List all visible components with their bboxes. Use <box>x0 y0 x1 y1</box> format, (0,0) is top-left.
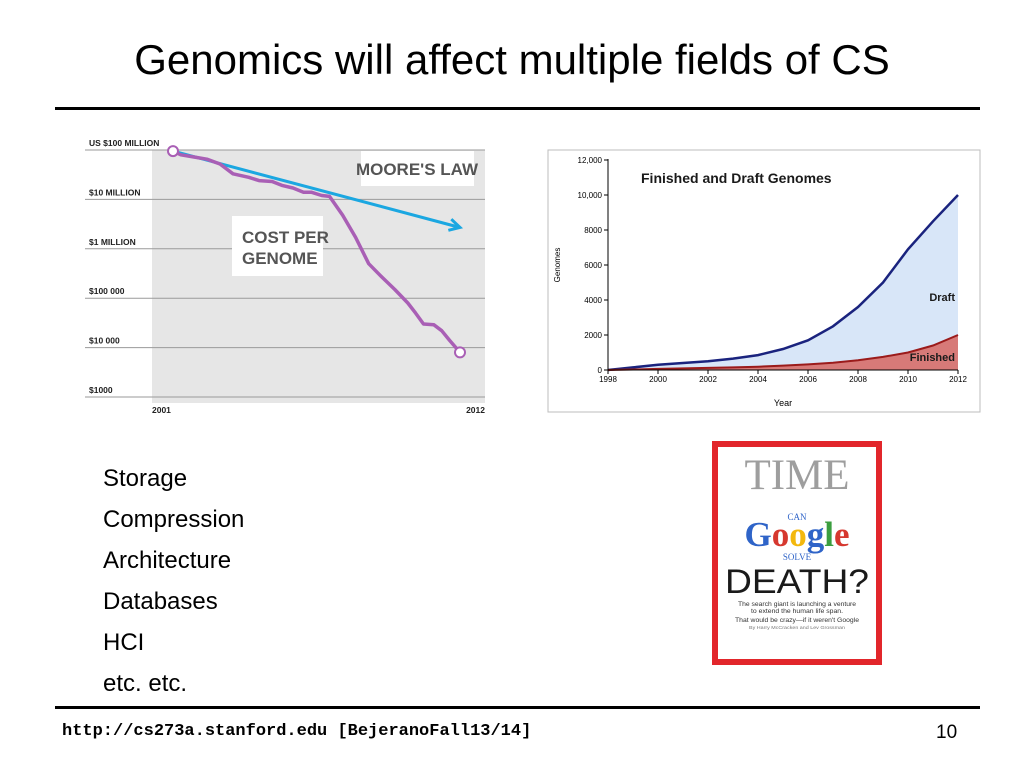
chart2-y-tick-label: 0 <box>598 366 603 375</box>
chart1-x-tick-label: 2012 <box>466 405 485 415</box>
chart1-y-tick-label: $1000 <box>89 385 113 395</box>
page-number: 10 <box>936 722 958 743</box>
cost-start-marker <box>167 145 179 158</box>
title-rule <box>55 107 980 110</box>
chart2-y-tick-label: 12,000 <box>578 156 603 165</box>
cover-blurb: That would be crazy—if it weren't Google <box>735 618 860 624</box>
chart2-y-tick-label: 4000 <box>584 296 602 305</box>
cost-per-genome-callout: COST PER GENOME <box>232 216 329 276</box>
cover-line-can: CAN <box>787 512 807 522</box>
chart2-frame <box>547 149 981 413</box>
bullet-item: etc. etc. <box>103 670 188 697</box>
chart1-y-tick-label: US $100 MILLION <box>89 138 159 148</box>
cover-headline: DEATH? <box>725 563 869 601</box>
cover-line-solve: SOLVE <box>783 552 812 562</box>
cost-end-marker <box>454 346 466 359</box>
chart2-xlabel: Year <box>774 398 792 408</box>
chart2-x-tick-label: 2004 <box>749 375 767 384</box>
chart2-ylabel: Genomes <box>553 248 562 283</box>
cost-per-genome-line <box>172 149 462 354</box>
google-letter: G <box>744 515 771 554</box>
chart2-x-tick-label: 2002 <box>699 375 717 384</box>
draft-line <box>607 194 959 372</box>
cost-per-genome-chart: US $100 MILLION $10 MILLION $1 MILLION $100… <box>85 138 485 415</box>
moores-law-callout: MOORE'S LAW <box>356 151 479 186</box>
draft-label: Draft <box>929 292 955 304</box>
chart2-x-tick-label: 2006 <box>799 375 817 384</box>
chart2-x-tick-label: 2008 <box>849 375 867 384</box>
google-wordmark: Google <box>744 515 849 554</box>
chart2-x-tick-label: 2010 <box>899 375 917 384</box>
moores-law-label: MOORE'S LAW <box>356 160 479 179</box>
chart2-x-tick-label: 1998 <box>599 375 617 384</box>
google-letter: l <box>824 515 834 554</box>
chart2-y-tick-label: 8000 <box>584 226 602 235</box>
bullet-list: Storage Compression Architecture Databas… <box>103 458 244 704</box>
chart2-y-tick-label: 6000 <box>584 261 602 270</box>
time-cover-art: TIME CAN Google SOLVE DEATH? The search … <box>725 452 869 630</box>
chart1-y-tick-label: $1 MILLION <box>89 237 136 247</box>
chart1-y-tick-label: $10 000 <box>89 336 120 346</box>
chart2-y-tick-label: 10,000 <box>578 191 603 200</box>
time-masthead: TIME <box>744 452 849 499</box>
chart1-x-tick-labels: 2001 2012 <box>152 405 485 415</box>
chart1-x-tick-label: 2001 <box>152 405 171 415</box>
bullet-item: Databases <box>103 588 218 615</box>
chart1-y-tick-label: $10 MILLION <box>89 187 140 197</box>
chart1-plot-bg <box>152 150 485 403</box>
footer-rule <box>55 706 980 709</box>
chart1-y-tick-label: $100 000 <box>89 286 125 296</box>
cost-label-line1: COST PER <box>242 228 329 247</box>
google-letter: g <box>807 515 825 554</box>
google-letter: o <box>789 515 807 554</box>
draft-area <box>608 195 958 370</box>
bullet-item: Architecture <box>103 547 232 574</box>
google-letter: e <box>834 515 850 554</box>
cover-blurb: to extend the human life span. <box>751 609 843 615</box>
chart2-x-tick-label: 2012 <box>949 375 967 384</box>
chart2-x-tick-label: 2000 <box>649 375 667 384</box>
time-magazine-cover: TIME CAN Google SOLVE DEATH? The search … <box>712 441 882 665</box>
finished-area <box>608 335 958 370</box>
cost-label-line2: GENOME <box>242 249 318 268</box>
finished-line <box>607 334 959 371</box>
chart1-y-tick-labels: US $100 MILLION $10 MILLION $1 MILLION $100… <box>89 138 159 395</box>
cover-blurb: The search giant is launching a venture <box>738 602 857 608</box>
chart2-x-ticks: 1998 2000 2002 2004 2006 2008 2010 2012 <box>599 370 967 384</box>
finished-label: Finished <box>910 352 955 364</box>
genomes-area-chart: 0 2000 4000 6000 8000 10,000 12,000 1998 2000 20… <box>547 149 981 413</box>
cover-byline: By Harry McCracken and Lev Grossman <box>749 625 846 630</box>
chart2-y-tick-label: 2000 <box>584 331 602 340</box>
slide-title: Genomics will affect multiple fields of … <box>134 36 890 83</box>
bullet-item: Compression <box>103 506 245 533</box>
bullet-item: HCI <box>103 629 145 656</box>
bullet-item: Storage <box>103 465 188 492</box>
google-letter: o <box>772 515 790 554</box>
moores-law-arrowhead <box>447 218 464 232</box>
footer-url[interactable]: http://cs273a.stanford.edu [BejeranoFall… <box>62 722 532 741</box>
chart2-title: Finished and Draft Genomes <box>641 170 832 186</box>
chart2-y-ticks: 0 2000 4000 6000 8000 10,000 12,000 <box>578 156 608 375</box>
